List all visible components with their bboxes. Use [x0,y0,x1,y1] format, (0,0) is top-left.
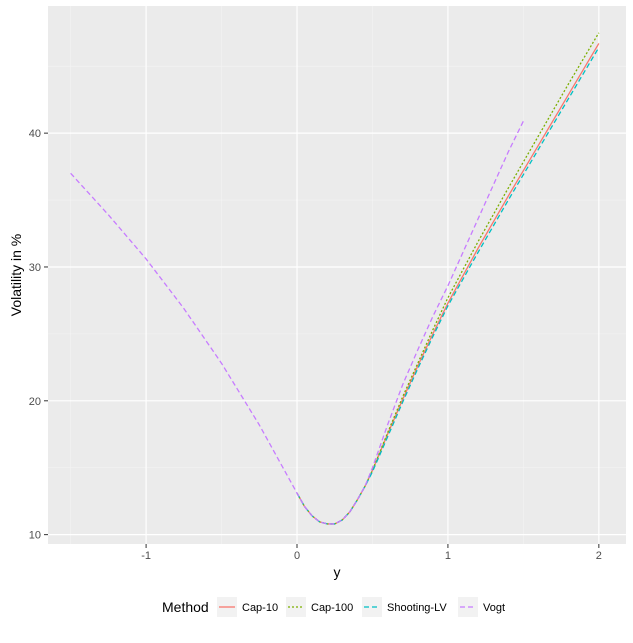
y-tick-label: 20 [29,396,41,408]
series-lines [70,32,600,525]
grid-major [48,6,626,544]
panel-background [48,6,626,544]
x-tick-label: -1 [141,550,151,562]
series-line-shooting-lv [296,47,600,525]
y-tick-label: 30 [29,262,41,274]
x-tick-label: 0 [294,550,300,562]
y-tick-label: 40 [29,128,41,140]
series-line-cap-100 [296,32,600,525]
grid-minor [48,6,626,544]
y-tick-label: 10 [29,530,41,542]
legend-shooting-lv-label: Shooting-LV [387,602,447,614]
legend-cap-100-label: Cap-100 [311,602,353,614]
x-tick-label: 1 [445,550,451,562]
legend-title: Method [162,599,209,615]
legend-vogt-label: Vogt [483,602,505,614]
legend: Method Cap-10 Cap-100 Shooting-LV Vogt [162,597,505,617]
x-axis: -1 0 1 2 [141,544,602,562]
legend-cap-10-label: Cap-10 [242,602,278,614]
legend-items: Cap-10 Cap-100 Shooting-LV Vogt [217,597,505,617]
y-axis: 10 20 30 40 [29,128,48,542]
x-tick-label: 2 [596,550,602,562]
x-axis-title: y [334,564,341,580]
series-line-vogt [70,120,524,525]
y-axis-title: Volatility in % [8,234,24,316]
